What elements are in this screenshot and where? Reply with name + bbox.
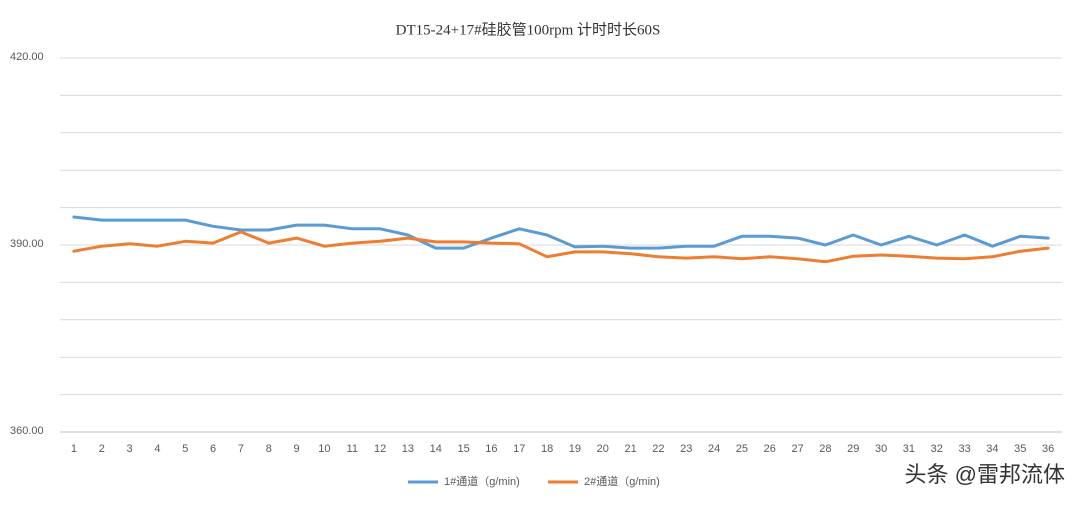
x-tick-label: 19	[569, 443, 581, 455]
x-tick-label: 15	[457, 443, 469, 455]
x-tick-label: 34	[986, 443, 998, 455]
y-tick-label: 420.00	[10, 51, 44, 63]
line-series	[72, 215, 1050, 250]
x-tick-label: 28	[819, 443, 831, 455]
legend-label: 2#通道（g/min)	[584, 474, 660, 488]
x-tick-label: 25	[736, 443, 748, 455]
x-tick-label: 26	[764, 443, 776, 455]
x-tick-label: 7	[238, 443, 244, 455]
x-tick-label: 32	[931, 443, 943, 455]
x-tick-label: 1	[71, 443, 77, 455]
x-tick-label: 14	[430, 443, 442, 455]
x-tick-label: 11	[347, 443, 358, 455]
y-tick-label: 390.00	[10, 238, 44, 250]
x-tick-label: 12	[374, 443, 386, 455]
x-tick-label: 22	[652, 443, 664, 455]
x-tick-label: 23	[680, 443, 692, 455]
x-tick-label: 33	[958, 443, 970, 455]
x-tick-label: 27	[791, 443, 803, 455]
x-tick-label: 20	[597, 443, 609, 455]
chart-title: DT15-24+17#硅胶管100rpm 计时时长60S	[396, 21, 661, 38]
x-tick-label: 2	[99, 443, 105, 455]
x-tick-label: 21	[624, 443, 636, 455]
x-tick-label: 17	[513, 443, 525, 455]
x-tick-label: 9	[294, 443, 300, 455]
x-tick-label: 29	[847, 443, 859, 455]
x-tick-label: 8	[266, 443, 272, 455]
line-series	[72, 230, 1050, 264]
watermark: 头条 @雷邦流体	[905, 462, 1065, 487]
x-tick-label: 6	[210, 443, 216, 455]
x-tick-label: 10	[318, 443, 330, 455]
x-tick-label: 36	[1042, 443, 1054, 455]
x-tick-label: 31	[903, 443, 915, 455]
x-tick-label: 35	[1014, 443, 1026, 455]
y-tick-label: 360.00	[10, 425, 44, 437]
legend-label: 1#通道（g/min)	[444, 474, 520, 488]
x-tick-label: 30	[875, 443, 887, 455]
x-tick-label: 4	[154, 443, 160, 455]
x-tick-label: 13	[402, 443, 414, 455]
x-tick-label: 24	[708, 443, 720, 455]
x-tick-label: 16	[485, 443, 497, 455]
x-tick-label: 5	[182, 443, 188, 455]
x-tick-label: 18	[541, 443, 553, 455]
x-tick-label: 3	[127, 443, 133, 455]
